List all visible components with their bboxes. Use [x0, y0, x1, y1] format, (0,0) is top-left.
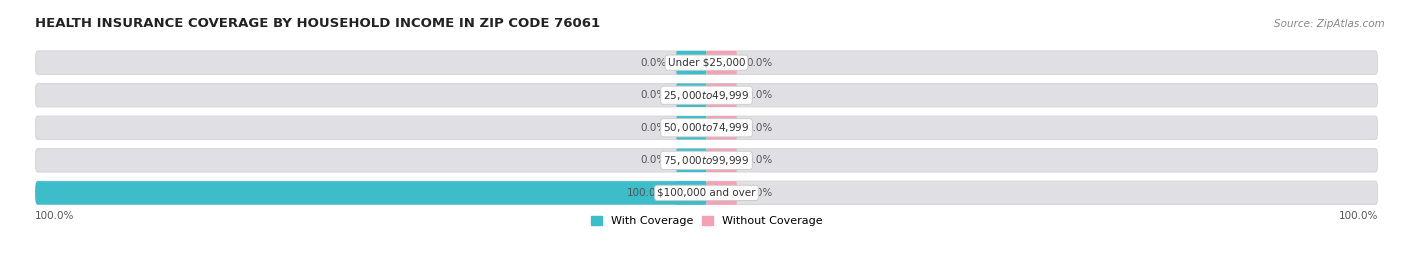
Text: 100.0%: 100.0% — [1339, 211, 1378, 221]
FancyBboxPatch shape — [35, 83, 1378, 107]
Text: HEALTH INSURANCE COVERAGE BY HOUSEHOLD INCOME IN ZIP CODE 76061: HEALTH INSURANCE COVERAGE BY HOUSEHOLD I… — [35, 17, 600, 30]
Text: $100,000 and over: $100,000 and over — [657, 188, 756, 198]
FancyBboxPatch shape — [676, 116, 706, 140]
Text: 100.0%: 100.0% — [627, 188, 666, 198]
Text: 0.0%: 0.0% — [640, 123, 666, 133]
FancyBboxPatch shape — [676, 148, 706, 172]
Text: Source: ZipAtlas.com: Source: ZipAtlas.com — [1274, 19, 1385, 29]
Text: 0.0%: 0.0% — [640, 58, 666, 68]
Text: $75,000 to $99,999: $75,000 to $99,999 — [664, 154, 749, 167]
FancyBboxPatch shape — [35, 116, 1378, 140]
FancyBboxPatch shape — [706, 83, 737, 107]
Text: Under $25,000: Under $25,000 — [668, 58, 745, 68]
FancyBboxPatch shape — [35, 181, 1378, 205]
FancyBboxPatch shape — [35, 181, 706, 205]
FancyBboxPatch shape — [676, 83, 706, 107]
FancyBboxPatch shape — [676, 181, 706, 205]
Text: 0.0%: 0.0% — [747, 90, 773, 100]
Text: 100.0%: 100.0% — [35, 211, 75, 221]
Text: 0.0%: 0.0% — [747, 58, 773, 68]
FancyBboxPatch shape — [706, 181, 737, 205]
Text: 0.0%: 0.0% — [640, 90, 666, 100]
Text: $25,000 to $49,999: $25,000 to $49,999 — [664, 89, 749, 102]
Legend: With Coverage, Without Coverage: With Coverage, Without Coverage — [591, 216, 823, 226]
Text: $50,000 to $74,999: $50,000 to $74,999 — [664, 121, 749, 134]
FancyBboxPatch shape — [676, 51, 706, 74]
FancyBboxPatch shape — [706, 148, 737, 172]
Text: 0.0%: 0.0% — [747, 155, 773, 165]
FancyBboxPatch shape — [706, 116, 737, 140]
Text: 0.0%: 0.0% — [640, 155, 666, 165]
FancyBboxPatch shape — [35, 148, 1378, 172]
FancyBboxPatch shape — [706, 51, 737, 74]
Text: 0.0%: 0.0% — [747, 123, 773, 133]
FancyBboxPatch shape — [35, 51, 1378, 74]
Text: 0.0%: 0.0% — [747, 188, 773, 198]
